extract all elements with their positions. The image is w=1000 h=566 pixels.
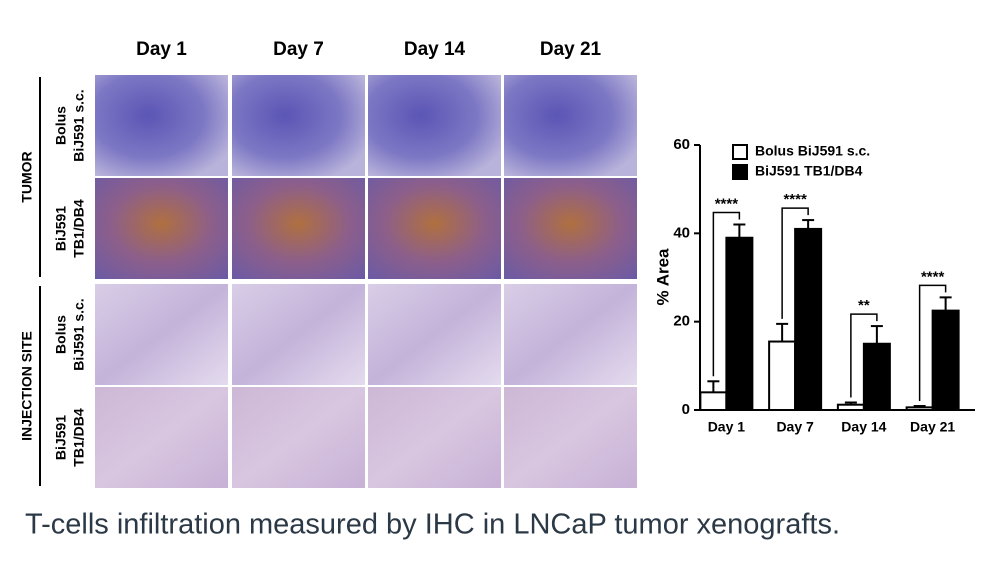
y-tick-label: 0 xyxy=(682,401,690,418)
bar xyxy=(905,406,934,412)
micrograph xyxy=(95,75,228,176)
row-label: BiJ591 s.c. xyxy=(71,298,87,370)
micrograph xyxy=(232,178,365,279)
row-label: BiJ591 xyxy=(53,415,69,460)
micrograph xyxy=(368,75,501,176)
y-tick-label: 60 xyxy=(673,136,690,153)
bar xyxy=(699,391,728,412)
significance-bracket xyxy=(712,211,741,377)
caption: T-cells infiltration measured by IHC in … xyxy=(25,509,840,541)
row-label: Bolus xyxy=(53,106,69,145)
error-bar xyxy=(844,401,857,405)
legend-swatch xyxy=(732,144,748,160)
bar xyxy=(931,309,960,411)
micrograph xyxy=(368,178,501,279)
bar xyxy=(725,236,754,411)
significance-bracket xyxy=(781,207,809,319)
significance-label: **** xyxy=(783,191,807,208)
column-header: Day 21 xyxy=(540,39,602,60)
micrograph xyxy=(95,284,228,385)
micrograph xyxy=(368,284,501,385)
error-bar xyxy=(776,322,789,342)
x-tick-label: Day 7 xyxy=(776,419,814,435)
y-tick-label: 20 xyxy=(673,313,690,330)
micrograph xyxy=(232,284,365,385)
micrograph xyxy=(232,387,365,488)
error-bar xyxy=(733,223,746,238)
significance-label: ** xyxy=(858,297,870,314)
error-bar xyxy=(870,325,883,344)
micrograph xyxy=(504,178,637,279)
y-axis-label: % Area xyxy=(653,248,672,306)
group-label: TUMOR xyxy=(19,151,35,202)
row-label: BiJ591 xyxy=(53,206,69,251)
x-tick-label: Day 1 xyxy=(708,419,746,435)
micrograph xyxy=(95,178,228,279)
bar xyxy=(836,403,865,412)
legend-label: BiJ591 TB1/DB4 xyxy=(755,163,863,179)
bar-chart: 0 20 40 60 % Area Day 1 **** Day 7 **** Day 14 ** D… xyxy=(653,136,975,435)
bar xyxy=(794,227,823,411)
row-label: TB1/DB4 xyxy=(71,408,87,467)
error-bar xyxy=(913,405,926,408)
micrograph xyxy=(504,284,637,385)
micrograph xyxy=(504,75,637,176)
y-tick-label: 40 xyxy=(673,224,690,241)
x-tick-label: Day 21 xyxy=(910,419,955,435)
significance-bracket xyxy=(850,313,878,398)
micrograph xyxy=(95,387,228,488)
column-header: Day 1 xyxy=(136,39,187,60)
error-bar xyxy=(707,380,720,393)
significance-label: **** xyxy=(921,268,945,285)
row-label: Bolus xyxy=(53,315,69,354)
error-bar xyxy=(939,296,952,311)
micrograph xyxy=(504,387,637,488)
bar xyxy=(768,340,797,411)
significance-bracket xyxy=(918,284,947,402)
column-header: Day 14 xyxy=(404,39,466,60)
group-label: INJECTION SITE xyxy=(19,331,35,441)
legend-swatch xyxy=(732,164,748,180)
micrograph xyxy=(232,75,365,176)
error-bar xyxy=(802,219,815,229)
row-label: TB1/DB4 xyxy=(71,199,87,258)
x-tick-label: Day 14 xyxy=(841,419,886,435)
legend-label: Bolus BiJ591 s.c. xyxy=(755,143,870,159)
column-header: Day 7 xyxy=(273,39,324,60)
bar xyxy=(862,342,891,411)
micrograph xyxy=(368,387,501,488)
row-label: BiJ591 s.c. xyxy=(71,89,87,161)
significance-label: **** xyxy=(715,195,739,212)
